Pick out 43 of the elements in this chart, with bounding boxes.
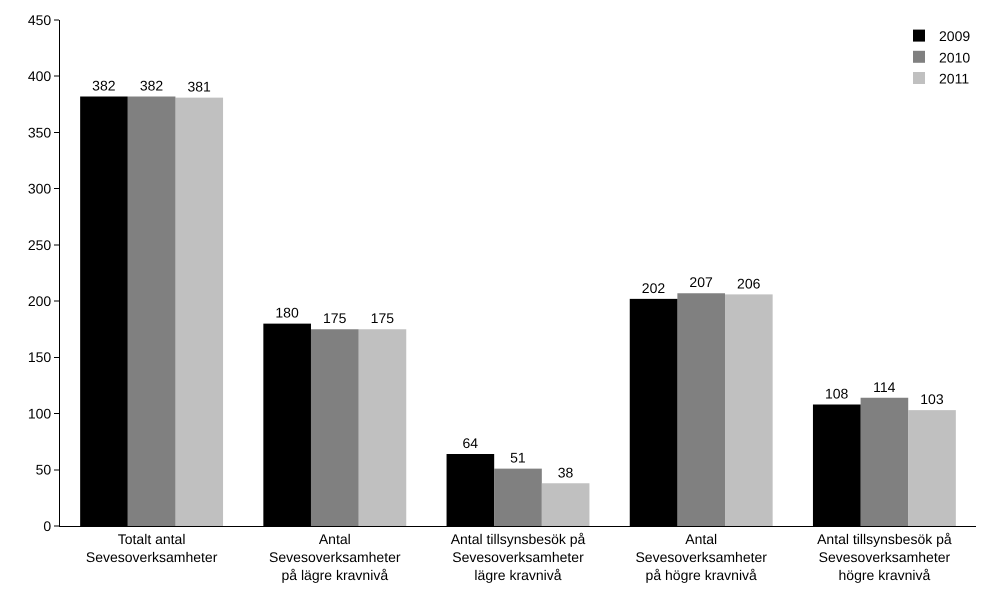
bar [908, 410, 956, 526]
data-label: 114 [873, 378, 896, 395]
x-tick-label: Totalt antal Sevesoverksamheter [86, 530, 218, 565]
data-label: 64 [462, 435, 478, 452]
y-tick-label: 0 [43, 518, 52, 534]
y-tick-label: 400 [28, 68, 52, 84]
bar [175, 98, 224, 526]
legend-label: 2010 [939, 49, 970, 66]
y-tick-label: 50 [36, 462, 52, 478]
bar [494, 468, 542, 526]
data-label: 381 [187, 78, 212, 95]
data-label: 175 [370, 310, 394, 326]
x-tick-label: Antal Sevesoverksamheter på högre kravnivå [635, 530, 768, 584]
x-tick-label: Antal tillsynsbesök på Sevesoverksamheter lägre kravnivå [450, 530, 586, 584]
bar [128, 96, 176, 526]
y-tick-label: 150 [28, 349, 52, 366]
bar [860, 398, 908, 526]
legend-label: 2011 [939, 70, 970, 86]
bar [677, 293, 726, 526]
x-tick-label: Antal Sevesoverksamheter på lägre kravnivå [269, 530, 401, 584]
bar [542, 483, 590, 526]
data-label: 180 [275, 304, 299, 321]
bar [725, 294, 773, 526]
data-label: 382 [92, 77, 116, 94]
data-label: 51 [510, 450, 526, 466]
y-tick-label: 350 [28, 124, 52, 140]
x-tick-label: Antal tillsynsbesök på Sevesoverksamheter högre kravnivå [817, 530, 952, 584]
bar [310, 329, 359, 526]
y-tick-label: 200 [28, 293, 52, 310]
y-tick-label: 250 [28, 236, 52, 253]
data-label: 207 [689, 274, 713, 290]
data-label: 103 [920, 391, 944, 408]
data-label: 175 [323, 310, 347, 326]
data-label: 108 [824, 386, 849, 402]
legend-label: 2009 [939, 28, 970, 44]
data-label: 382 [140, 77, 164, 94]
y-tick-label: 100 [28, 405, 52, 422]
y-tick-label: 450 [28, 12, 52, 28]
bar [358, 329, 406, 526]
data-label: 206 [737, 275, 761, 292]
y-tick-label: 300 [28, 180, 52, 197]
data-label: 38 [558, 464, 574, 480]
data-label: 202 [642, 280, 666, 296]
